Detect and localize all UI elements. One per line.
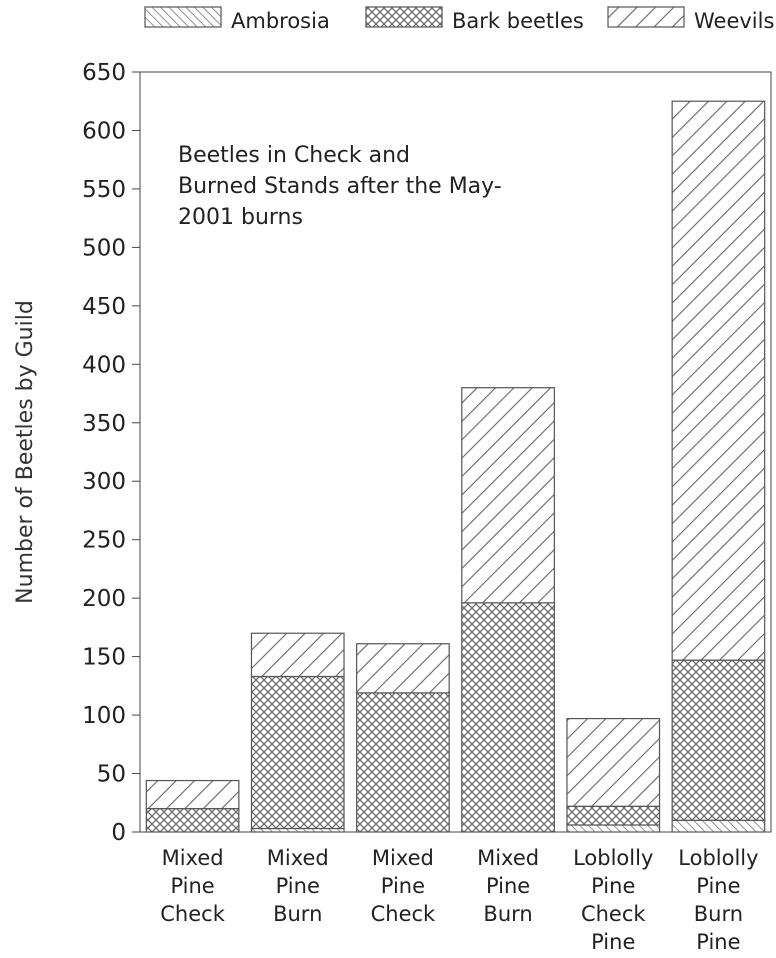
y-axis-ticks: 0 50 100 150 200 250 300 350 400 450 500 550 600 650 xyxy=(82,60,140,846)
x-category-label: Check xyxy=(581,902,646,926)
bar-segment-weevils xyxy=(250,632,345,678)
x-category-label: Pine xyxy=(276,874,320,898)
y-tick-label: 550 xyxy=(82,177,126,203)
x-category-label: Check xyxy=(160,902,225,926)
legend-swatch-ambrosia xyxy=(144,6,222,28)
y-tick-label: 300 xyxy=(82,469,126,495)
x-category-label: Pine xyxy=(170,874,214,898)
x-category-label: Loblolly xyxy=(678,846,758,870)
x-category-label: Pine xyxy=(696,930,740,954)
x-category-label: Mixed xyxy=(372,846,434,870)
x-category-label: Pine xyxy=(591,930,635,954)
x-category-label: Mixed xyxy=(267,846,329,870)
y-tick-label: 400 xyxy=(82,352,126,378)
bar-segment-ambrosia xyxy=(671,819,766,833)
bars xyxy=(145,100,766,833)
bar-segment-bark-beetles xyxy=(145,808,240,833)
y-tick-label: 350 xyxy=(82,411,126,437)
plot-frame xyxy=(139,71,772,833)
x-category-label: Loblolly xyxy=(573,846,653,870)
annotation-line: 2001 burns xyxy=(178,205,303,230)
bar-segment-weevils xyxy=(566,717,661,807)
bar-segment-weevils xyxy=(356,643,450,694)
annotation-line: Beetles in Check and xyxy=(178,143,410,168)
y-tick-label: 0 xyxy=(111,820,126,846)
x-category-label: Pine xyxy=(696,874,740,898)
annotation-line: Burned Stands after the May- xyxy=(178,174,502,199)
legend-swatch-weevils xyxy=(607,6,685,28)
y-tick-label: 200 xyxy=(82,586,126,612)
x-axis-labels: Mixed Pine Check Mixed Pine Burn Mixed Pine Chec… xyxy=(160,846,758,954)
x-category-label: Burn xyxy=(273,902,322,926)
x-category-label: Mixed xyxy=(162,846,224,870)
bar-segment-bark-beetles xyxy=(671,659,766,821)
y-axis-label: Number of Beetles by Guild xyxy=(13,300,38,604)
y-tick-label: 100 xyxy=(82,703,126,729)
bar-segment-ambrosia xyxy=(566,824,661,833)
y-tick-label: 500 xyxy=(82,235,126,261)
bar-segment-bark-beetles xyxy=(566,805,661,826)
y-tick-label: 250 xyxy=(82,528,126,554)
y-tick-label: 450 xyxy=(82,294,126,320)
legend-label: Ambrosia xyxy=(231,9,330,33)
y-tick-label: 600 xyxy=(82,118,126,144)
x-category-label: Check xyxy=(371,902,436,926)
legend-swatch-bark-beetles xyxy=(365,6,443,28)
legend-label: Weevils xyxy=(694,9,774,33)
bar-segment-bark-beetles xyxy=(356,692,450,833)
bar-segment-bark-beetles xyxy=(250,675,345,830)
bar-segment-bark-beetles xyxy=(461,602,555,833)
bar-segment-weevils xyxy=(461,387,555,604)
chart-annotation: Beetles in Check and Burned Stands after … xyxy=(178,143,502,230)
bar-segment-weevils xyxy=(671,100,766,661)
y-tick-label: 50 xyxy=(97,762,126,788)
y-tick-label: 150 xyxy=(82,645,126,671)
bar-segment-weevils xyxy=(145,779,240,810)
legend-label: Bark beetles xyxy=(452,9,584,33)
x-category-label: Pine xyxy=(591,874,635,898)
y-tick-label: 650 xyxy=(82,60,126,86)
x-category-label: Pine xyxy=(381,874,425,898)
legend: Ambrosia Bark beetles Weevils xyxy=(144,6,774,33)
x-category-label: Mixed xyxy=(477,846,539,870)
x-category-label: Burn xyxy=(483,902,532,926)
x-category-label: Burn xyxy=(694,902,743,926)
x-category-label: Pine xyxy=(486,874,530,898)
